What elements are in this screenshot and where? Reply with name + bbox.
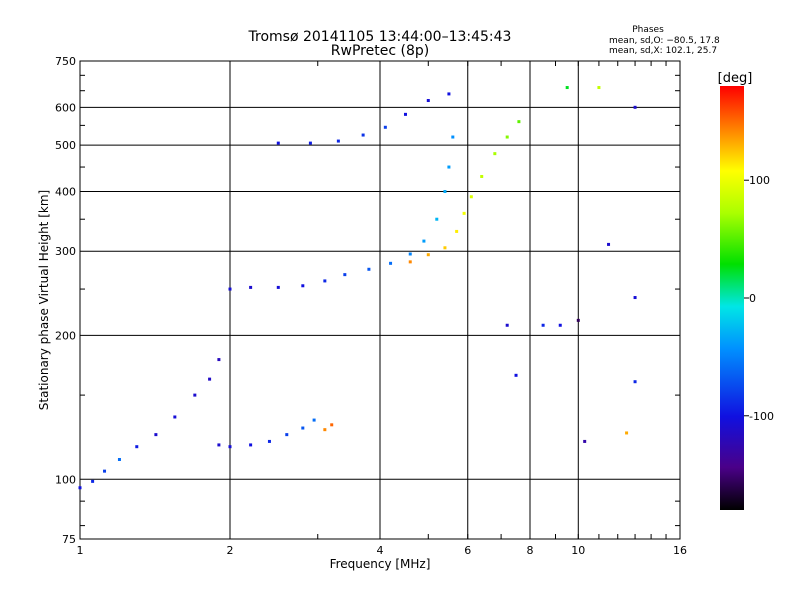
axis-ticks: 1 2 4 6 8 10 16 75 100 200 300 400 500 600 750 bbox=[55, 55, 687, 557]
data-point bbox=[462, 211, 466, 215]
colorbar-tick-label: 0 bbox=[749, 292, 756, 305]
data-point bbox=[78, 486, 82, 490]
x-tick-label: 2 bbox=[227, 544, 234, 557]
data-point bbox=[285, 433, 289, 437]
y-tick-label: 500 bbox=[55, 139, 76, 152]
y-tick-label: 600 bbox=[55, 101, 76, 114]
data-point bbox=[217, 358, 221, 362]
data-point bbox=[228, 287, 232, 291]
y-axis-label: Stationary phase Virtual Height [km] bbox=[37, 190, 51, 410]
data-point bbox=[455, 229, 459, 233]
data-point bbox=[422, 239, 426, 243]
data-point bbox=[469, 195, 473, 199]
data-point bbox=[633, 296, 637, 300]
data-point bbox=[408, 252, 412, 256]
y-tick-label: 75 bbox=[62, 533, 76, 546]
data-point bbox=[389, 261, 393, 265]
colorbar bbox=[720, 86, 744, 510]
x-tick-label: 6 bbox=[464, 544, 471, 557]
data-point bbox=[505, 135, 509, 139]
data-point bbox=[480, 174, 484, 178]
data-point bbox=[576, 318, 580, 322]
data-point bbox=[443, 189, 447, 193]
x-tick-label: 8 bbox=[527, 544, 534, 557]
stats-o-mode: mean, sd,O: −80.5, 17.8 bbox=[609, 36, 720, 46]
data-point bbox=[403, 112, 407, 116]
data-point bbox=[607, 242, 611, 246]
data-point bbox=[558, 323, 562, 327]
data-point bbox=[514, 373, 518, 377]
data-point bbox=[408, 260, 412, 264]
data-point bbox=[208, 377, 212, 381]
data-point bbox=[447, 165, 451, 169]
x-tick-label: 16 bbox=[673, 544, 687, 557]
data-point bbox=[217, 443, 221, 447]
data-point bbox=[451, 135, 455, 139]
chart-subtitle: RwPretec (8p) bbox=[331, 43, 429, 59]
data-point bbox=[173, 415, 177, 419]
data-point bbox=[367, 267, 371, 271]
data-point bbox=[541, 323, 545, 327]
x-axis-label: Frequency [MHz] bbox=[330, 557, 431, 571]
colorbar-tick-label: -100 bbox=[749, 410, 774, 423]
data-point bbox=[154, 433, 158, 437]
colorbar-ticks: 100 0 -100 bbox=[744, 174, 774, 423]
data-point bbox=[135, 445, 139, 449]
data-point bbox=[249, 443, 253, 447]
data-points bbox=[78, 86, 637, 490]
data-point bbox=[583, 439, 587, 443]
data-point bbox=[91, 479, 95, 483]
data-point bbox=[323, 428, 327, 432]
data-point bbox=[383, 125, 387, 129]
data-point bbox=[426, 253, 430, 257]
y-tick-label: 100 bbox=[55, 473, 76, 486]
chart-title: Tromsø 20141105 13:44:00–13:45:43 bbox=[248, 29, 512, 45]
data-point bbox=[361, 133, 365, 137]
data-point bbox=[443, 246, 447, 250]
data-point bbox=[193, 393, 197, 397]
data-point bbox=[308, 141, 312, 145]
data-point bbox=[323, 279, 327, 283]
y-tick-label: 400 bbox=[55, 185, 76, 198]
data-point bbox=[343, 273, 347, 277]
data-point bbox=[330, 423, 334, 427]
grid-lines bbox=[80, 61, 680, 539]
data-point bbox=[336, 139, 340, 143]
y-tick-label: 300 bbox=[55, 245, 76, 258]
data-point bbox=[249, 285, 253, 289]
stats-x-mode: mean, sd,X: 102.1, 25.7 bbox=[609, 46, 717, 56]
data-point bbox=[267, 439, 271, 443]
x-tick-label: 4 bbox=[377, 544, 384, 557]
data-point bbox=[301, 426, 305, 430]
data-point bbox=[435, 217, 439, 221]
data-point bbox=[633, 380, 637, 384]
y-tick-label: 750 bbox=[55, 55, 76, 68]
data-point bbox=[426, 99, 430, 103]
data-point bbox=[505, 323, 509, 327]
y-tick-label: 200 bbox=[55, 329, 76, 342]
x-tick-label: 10 bbox=[571, 544, 585, 557]
data-point bbox=[117, 457, 121, 461]
data-point bbox=[597, 86, 601, 90]
colorbar-tick-label: 100 bbox=[749, 174, 770, 187]
data-point bbox=[493, 152, 497, 156]
data-point bbox=[276, 141, 280, 145]
data-point bbox=[517, 120, 521, 124]
colorbar-label: [deg] bbox=[718, 71, 753, 86]
data-point bbox=[301, 284, 305, 288]
data-point bbox=[625, 431, 629, 435]
data-point bbox=[276, 285, 280, 289]
data-point bbox=[565, 86, 569, 90]
data-point bbox=[228, 445, 232, 449]
stats-heading: Phases bbox=[632, 25, 664, 35]
data-point bbox=[633, 105, 637, 109]
data-point bbox=[312, 418, 316, 422]
x-tick-label: 1 bbox=[77, 544, 84, 557]
data-point bbox=[103, 469, 107, 473]
data-point bbox=[447, 92, 451, 96]
